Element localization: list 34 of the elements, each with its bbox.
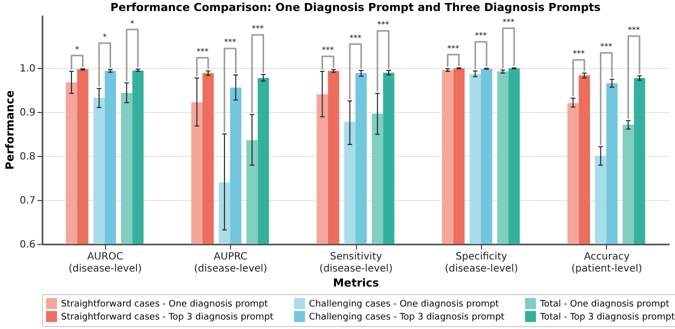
annotation: *** <box>377 20 390 30</box>
x-tick-label: AUROC (disease-level) <box>68 252 142 274</box>
annotation: *** <box>600 42 612 52</box>
y-tick-label: 0.6 <box>20 240 36 250</box>
annotation: *** <box>224 38 236 47</box>
x-tick-label: Accuracy (patient-level) <box>571 252 642 274</box>
annotation: * <box>130 18 134 28</box>
annotation: *** <box>322 46 334 55</box>
annotation: *** <box>252 24 264 34</box>
annotation: *** <box>474 31 487 40</box>
x-tick-label: AUPRC (disease-level) <box>194 252 268 274</box>
legend-label: Straightforward cases - One diagnosis prompt <box>61 300 268 310</box>
annotation: *** <box>350 33 362 42</box>
chart-title: Performance Comparison: One Diagnosis Prompt and Three Diagnosis Prompts <box>110 1 602 14</box>
legend-label: Challenging cases - One diagnosis prompt <box>309 300 500 310</box>
annotation: * <box>102 32 107 42</box>
annotation: *** <box>628 25 640 34</box>
x-tick-label: Sensitivity (disease-level) <box>319 252 393 274</box>
annotation: * <box>75 44 80 54</box>
annotation: *** <box>502 17 514 26</box>
y-tick-label: 0.8 <box>20 151 36 162</box>
y-tick-label: 0.7 <box>20 195 36 206</box>
legend-label: Total - One diagnosis prompt <box>539 300 670 310</box>
x-axis-title: Metrics <box>333 276 380 290</box>
annotation: *** <box>447 44 460 53</box>
x-tick-label: Specificity (disease-level) <box>444 252 518 274</box>
y-axis-title: Performance <box>4 90 17 170</box>
annotation: *** <box>572 49 585 58</box>
y-tick-label: 1.0 <box>20 63 36 74</box>
legend-label: Straightforward cases - Top 3 diagnosis prompt <box>61 312 274 322</box>
legend-label: Total - Top 3 diagnosis prompt <box>539 312 675 322</box>
legend-label: Challenging cases - Top 3 diagnosis prompt <box>309 312 505 322</box>
annotation: *** <box>196 46 209 56</box>
y-tick-label: 0.9 <box>20 107 36 118</box>
